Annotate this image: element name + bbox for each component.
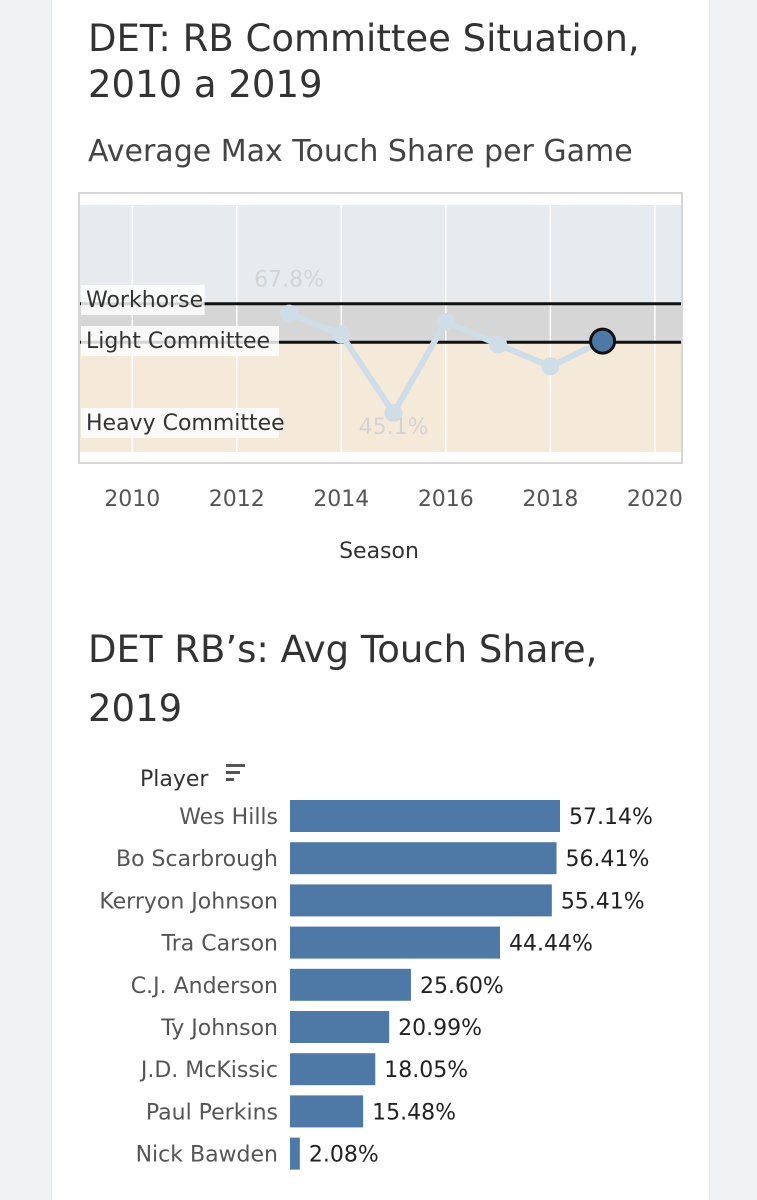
bar[interactable] bbox=[290, 842, 557, 875]
bar[interactable] bbox=[290, 884, 552, 917]
bar[interactable] bbox=[290, 968, 411, 1001]
bar-value-label: 18.05% bbox=[384, 1058, 468, 1083]
band-labels: Workhorse Light Committee Heavy Committee bbox=[81, 285, 285, 438]
bar-value-label: 20.99% bbox=[398, 1016, 482, 1041]
bar[interactable] bbox=[290, 800, 560, 832]
bar-value-label: 55.41% bbox=[561, 889, 645, 914]
annotation-label: 45.1% bbox=[359, 415, 429, 440]
band-label-light-committee: Light Committee bbox=[86, 329, 270, 354]
sort-icon-bar bbox=[226, 771, 240, 774]
bar-value-label: 2.08% bbox=[309, 1143, 379, 1168]
bar-value-label: 25.60% bbox=[420, 974, 504, 999]
bar-category-label: Bo Scarbrough bbox=[116, 847, 278, 872]
sort-icon[interactable] bbox=[226, 764, 245, 781]
bar-value-label: 57.14% bbox=[569, 805, 653, 830]
data-point-2018[interactable] bbox=[541, 357, 560, 376]
x-tick-label: 2014 bbox=[313, 487, 369, 512]
bar-chart-title: DET RB’s: Avg Touch Share, 2019 bbox=[88, 628, 598, 731]
sort-icon-bar bbox=[226, 764, 245, 767]
bar-category-label: J.D. McKissic bbox=[139, 1058, 278, 1083]
bar-category-label: Tra Carson bbox=[161, 932, 278, 957]
bar-category-label: Kerryon Johnson bbox=[99, 889, 278, 914]
bar-row[interactable]: Ty Johnson 20.99% bbox=[160, 1011, 482, 1043]
line-chart-subtitle: Average Max Touch Share per Game bbox=[88, 134, 633, 169]
data-point-2013[interactable] bbox=[280, 304, 299, 323]
bar-row[interactable]: Paul Perkins 15.48% bbox=[146, 1095, 456, 1128]
data-point-2015[interactable] bbox=[384, 404, 403, 423]
bar-row[interactable]: Kerryon Johnson 55.41% bbox=[99, 884, 645, 917]
x-tick-label: 2020 bbox=[627, 487, 683, 512]
bar-row[interactable]: Nick Bawden 2.08% bbox=[136, 1137, 379, 1170]
highlight-point[interactable] bbox=[589, 327, 617, 355]
bar-category-label: C.J. Anderson bbox=[131, 974, 278, 999]
bar-row[interactable]: C.J. Anderson 25.60% bbox=[131, 968, 504, 1001]
bar-value-label: 15.48% bbox=[372, 1100, 456, 1125]
bar-category-label: Ty Johnson bbox=[160, 1016, 278, 1041]
bar-category-label: Wes Hills bbox=[179, 805, 278, 830]
band-label-heavy-committee: Heavy Committee bbox=[86, 411, 285, 436]
x-axis-ticks: 2010 2012 2014 2016 2018 2020 bbox=[104, 487, 683, 512]
sort-icon-bar bbox=[226, 778, 234, 781]
data-point-2017[interactable] bbox=[489, 335, 508, 354]
player-header-label: Player bbox=[140, 767, 209, 792]
bar-value-label: 44.44% bbox=[509, 932, 593, 957]
bar-category-label: Paul Perkins bbox=[146, 1100, 278, 1125]
plot-frame bbox=[78, 192, 683, 464]
band-label-workhorse: Workhorse bbox=[86, 288, 203, 313]
x-tick-label: 2012 bbox=[209, 487, 265, 512]
band-label-bg bbox=[81, 285, 205, 315]
bar-group: Wes Hills 57.14% Bo Scarbrough 56.41% Kerryo… bbox=[99, 800, 653, 1170]
bar-row[interactable]: Tra Carson 44.44% bbox=[161, 926, 593, 959]
bar-category-label: Nick Bawden bbox=[136, 1143, 278, 1168]
category-header[interactable]: Player bbox=[140, 764, 245, 792]
x-tick-label: 2010 bbox=[104, 487, 160, 512]
bar[interactable] bbox=[290, 1011, 390, 1043]
bar[interactable] bbox=[290, 926, 500, 959]
data-point-2016[interactable] bbox=[436, 312, 455, 331]
bar-row[interactable]: Bo Scarbrough 56.41% bbox=[116, 842, 650, 875]
x-tick-label: 2018 bbox=[522, 487, 578, 512]
x-tick-label: 2016 bbox=[418, 487, 474, 512]
bar-value-label: 56.41% bbox=[566, 847, 650, 872]
x-axis-label: Season bbox=[339, 539, 419, 564]
annotation-label: 67.8% bbox=[254, 267, 324, 292]
bar[interactable] bbox=[290, 1137, 300, 1170]
bar[interactable] bbox=[290, 1095, 364, 1128]
annotations: 67.8% 45.1% bbox=[254, 267, 428, 440]
band-label-bg bbox=[81, 408, 279, 438]
line-chart-title: DET: RB Committee Situation, 2010 a 2019 bbox=[88, 17, 640, 107]
data-point-2014[interactable] bbox=[332, 325, 351, 344]
band-label-bg bbox=[81, 326, 279, 356]
bar-row[interactable]: J.D. McKissic 18.05% bbox=[139, 1053, 468, 1086]
bar[interactable] bbox=[290, 1053, 376, 1086]
bar-row[interactable]: Wes Hills 57.14% bbox=[179, 800, 653, 832]
highlight-group[interactable] bbox=[589, 327, 617, 355]
